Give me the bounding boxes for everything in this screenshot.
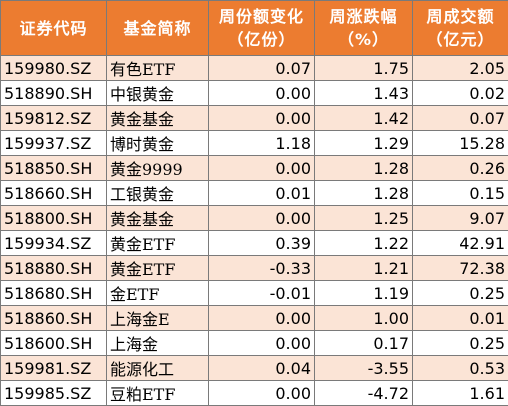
cell-turnover: 2.05 xyxy=(413,56,508,81)
cell-pct-change: -4.72 xyxy=(315,381,413,406)
table-header: 证券代码 基金简称 周份额变化（亿份） 周涨跌幅（%） 周成交额（亿元） xyxy=(1,1,508,56)
cell-share-change: 0.00 xyxy=(209,156,315,181)
cell-fund-name: 豆粕ETF xyxy=(107,381,209,406)
cell-turnover: 0.26 xyxy=(413,156,508,181)
cell-fund-name: 黄金ETF xyxy=(107,231,209,256)
cell-fund-name: 博时黄金 xyxy=(107,131,209,156)
cell-turnover: 0.07 xyxy=(413,106,508,131)
cell-share-change: 0.00 xyxy=(209,306,315,331)
cell-code: 159812.SZ xyxy=(1,106,107,131)
cell-code: 518880.SH xyxy=(1,256,107,281)
cell-pct-change: 0.17 xyxy=(315,331,413,356)
cell-turnover: 72.38 xyxy=(413,256,508,281)
cell-pct-change: -3.55 xyxy=(315,356,413,381)
cell-fund-name: 中银黄金 xyxy=(107,81,209,106)
cell-turnover: 0.01 xyxy=(413,306,508,331)
cell-turnover: 0.53 xyxy=(413,356,508,381)
cell-pct-change: 1.21 xyxy=(315,256,413,281)
cell-pct-change: 1.22 xyxy=(315,231,413,256)
cell-share-change: 0.00 xyxy=(209,331,315,356)
cell-turnover: 0.15 xyxy=(413,181,508,206)
cell-share-change: -0.01 xyxy=(209,281,315,306)
cell-code: 159934.SZ xyxy=(1,231,107,256)
cell-code: 518860.SH xyxy=(1,306,107,331)
cell-pct-change: 1.00 xyxy=(315,306,413,331)
header-code: 证券代码 xyxy=(1,1,107,56)
cell-code: 159937.SZ xyxy=(1,131,107,156)
cell-turnover: 9.07 xyxy=(413,206,508,231)
cell-code: 159981.SZ xyxy=(1,356,107,381)
cell-pct-change: 1.29 xyxy=(315,131,413,156)
cell-code: 518680.SH xyxy=(1,281,107,306)
cell-share-change: 0.39 xyxy=(209,231,315,256)
cell-fund-name: 上海金 xyxy=(107,331,209,356)
cell-turnover: 0.25 xyxy=(413,331,508,356)
cell-pct-change: 1.43 xyxy=(315,81,413,106)
header-share-change: 周份额变化（亿份） xyxy=(209,1,315,56)
cell-fund-name: 工银黄金 xyxy=(107,181,209,206)
cell-turnover: 0.02 xyxy=(413,81,508,106)
cell-fund-name: 金ETF xyxy=(107,281,209,306)
cell-turnover: 0.25 xyxy=(413,281,508,306)
cell-share-change: 0.00 xyxy=(209,381,315,406)
cell-pct-change: 1.25 xyxy=(315,206,413,231)
cell-fund-name: 有色ETF xyxy=(107,56,209,81)
cell-fund-name: 黄金基金 xyxy=(107,106,209,131)
cell-share-change: 0.01 xyxy=(209,181,315,206)
cell-share-change: 0.00 xyxy=(209,81,315,106)
cell-pct-change: 1.19 xyxy=(315,281,413,306)
cell-code: 518850.SH xyxy=(1,156,107,181)
cell-share-change: -0.33 xyxy=(209,256,315,281)
cell-fund-name: 上海金E xyxy=(107,306,209,331)
cell-code: 159985.SZ xyxy=(1,381,107,406)
cell-share-change: 0.00 xyxy=(209,206,315,231)
cell-share-change: 0.00 xyxy=(209,106,315,131)
cell-share-change: 1.18 xyxy=(209,131,315,156)
cell-pct-change: 1.28 xyxy=(315,156,413,181)
cell-share-change: 0.07 xyxy=(209,56,315,81)
cell-pct-change: 1.42 xyxy=(315,106,413,131)
cell-code: 159980.SZ xyxy=(1,56,107,81)
cell-code: 518600.SH xyxy=(1,331,107,356)
cell-fund-name: 黄金ETF xyxy=(107,256,209,281)
header-pct-change: 周涨跌幅（%） xyxy=(315,1,413,56)
header-row: 证券代码 基金简称 周份额变化（亿份） 周涨跌幅（%） 周成交额（亿元） xyxy=(1,1,508,56)
cell-share-change: 0.04 xyxy=(209,356,315,381)
cell-code: 518660.SH xyxy=(1,181,107,206)
cell-fund-name: 黄金基金 xyxy=(107,206,209,231)
cell-code: 518800.SH xyxy=(1,206,107,231)
cell-pct-change: 1.75 xyxy=(315,56,413,81)
header-name: 基金简称 xyxy=(107,1,209,56)
cell-turnover: 15.28 xyxy=(413,131,508,156)
cell-turnover: 42.91 xyxy=(413,231,508,256)
header-turnover: 周成交额（亿元） xyxy=(413,1,508,56)
cell-code: 518890.SH xyxy=(1,81,107,106)
cell-fund-name: 黄金9999 xyxy=(107,156,209,181)
cell-pct-change: 1.28 xyxy=(315,181,413,206)
cell-turnover: 1.61 xyxy=(413,381,508,406)
cell-fund-name: 能源化工 xyxy=(107,356,209,381)
